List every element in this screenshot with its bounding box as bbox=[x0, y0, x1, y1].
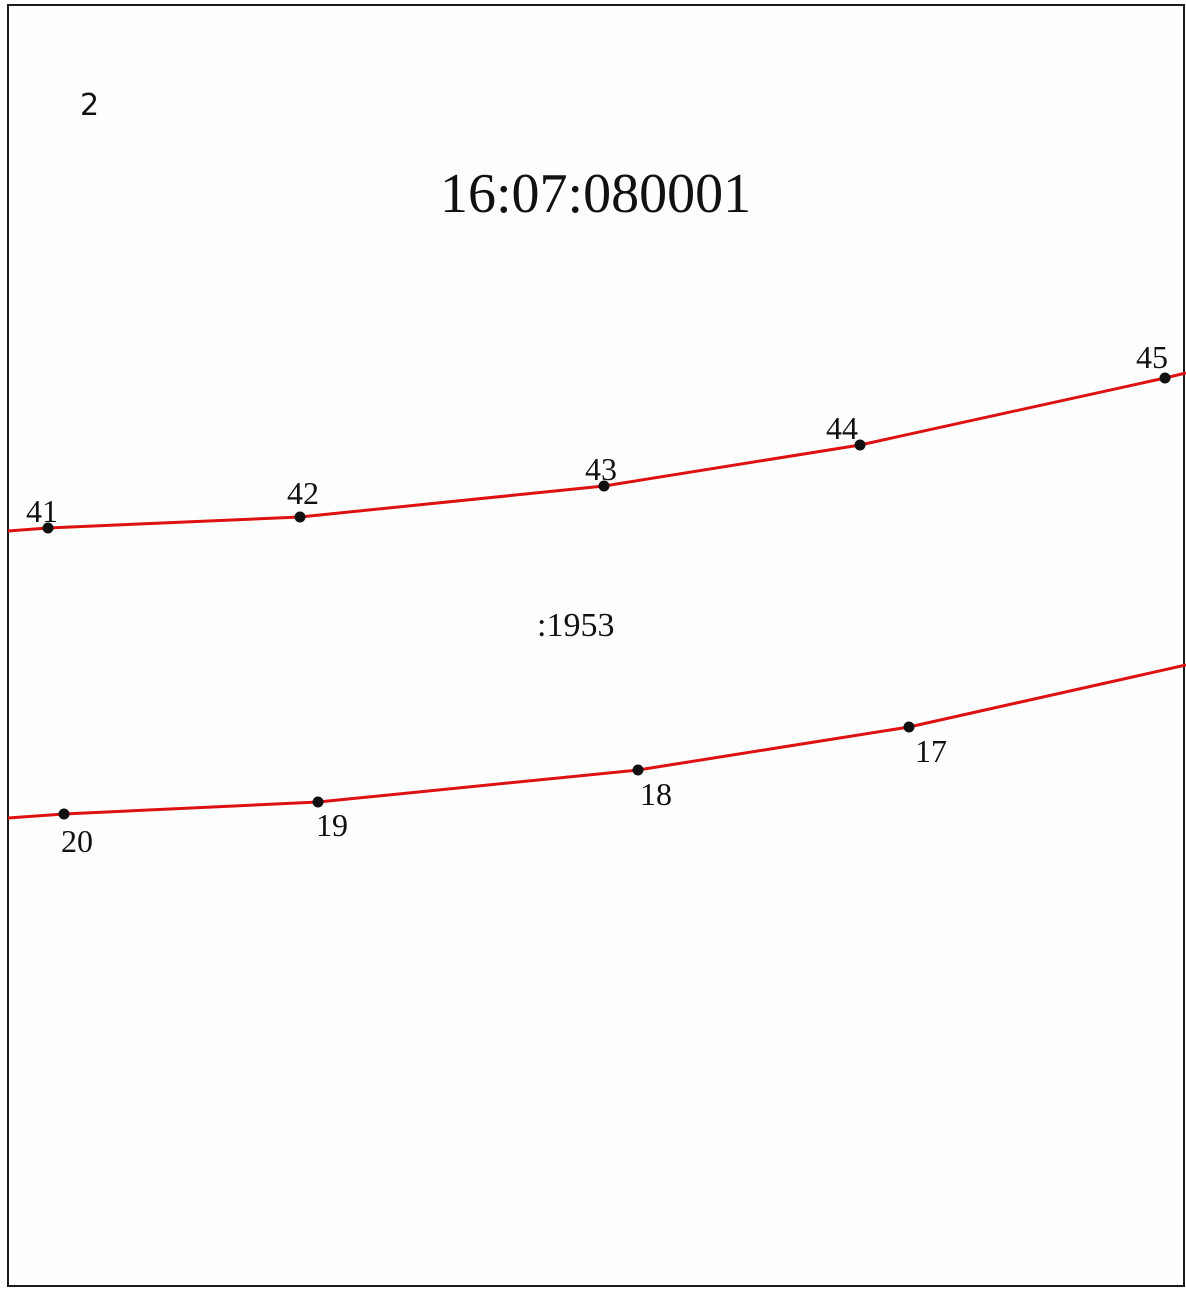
sheet-number: 2 bbox=[80, 88, 99, 123]
boundary-point-17 bbox=[903, 721, 915, 733]
boundary-points: 41 42 43 44 45 20 19 18 17 bbox=[26, 339, 1171, 859]
boundary-point-44 bbox=[854, 439, 866, 451]
point-label-42: 42 bbox=[287, 475, 319, 511]
cadastral-block-number: 16:07:080001 bbox=[440, 163, 751, 225]
boundary-point-20 bbox=[58, 808, 70, 820]
map-frame bbox=[7, 4, 1185, 1287]
point-label-45: 45 bbox=[1136, 339, 1168, 375]
point-label-41: 41 bbox=[26, 493, 58, 529]
point-label-17: 17 bbox=[915, 733, 947, 769]
point-label-43: 43 bbox=[585, 451, 617, 487]
parcel-label: :1953 bbox=[537, 607, 614, 644]
boundary-point-43 bbox=[598, 480, 610, 492]
point-label-18: 18 bbox=[640, 776, 672, 812]
boundary-point-41 bbox=[42, 522, 54, 534]
boundary-point-19 bbox=[312, 796, 324, 808]
point-label-20: 20 bbox=[61, 823, 93, 859]
boundary-point-18 bbox=[632, 764, 644, 776]
boundary-point-45 bbox=[1159, 372, 1171, 384]
point-label-19: 19 bbox=[316, 807, 348, 843]
point-label-44: 44 bbox=[826, 410, 858, 446]
boundary-line-lower bbox=[7, 663, 1186, 820]
boundary-point-42 bbox=[294, 511, 306, 523]
